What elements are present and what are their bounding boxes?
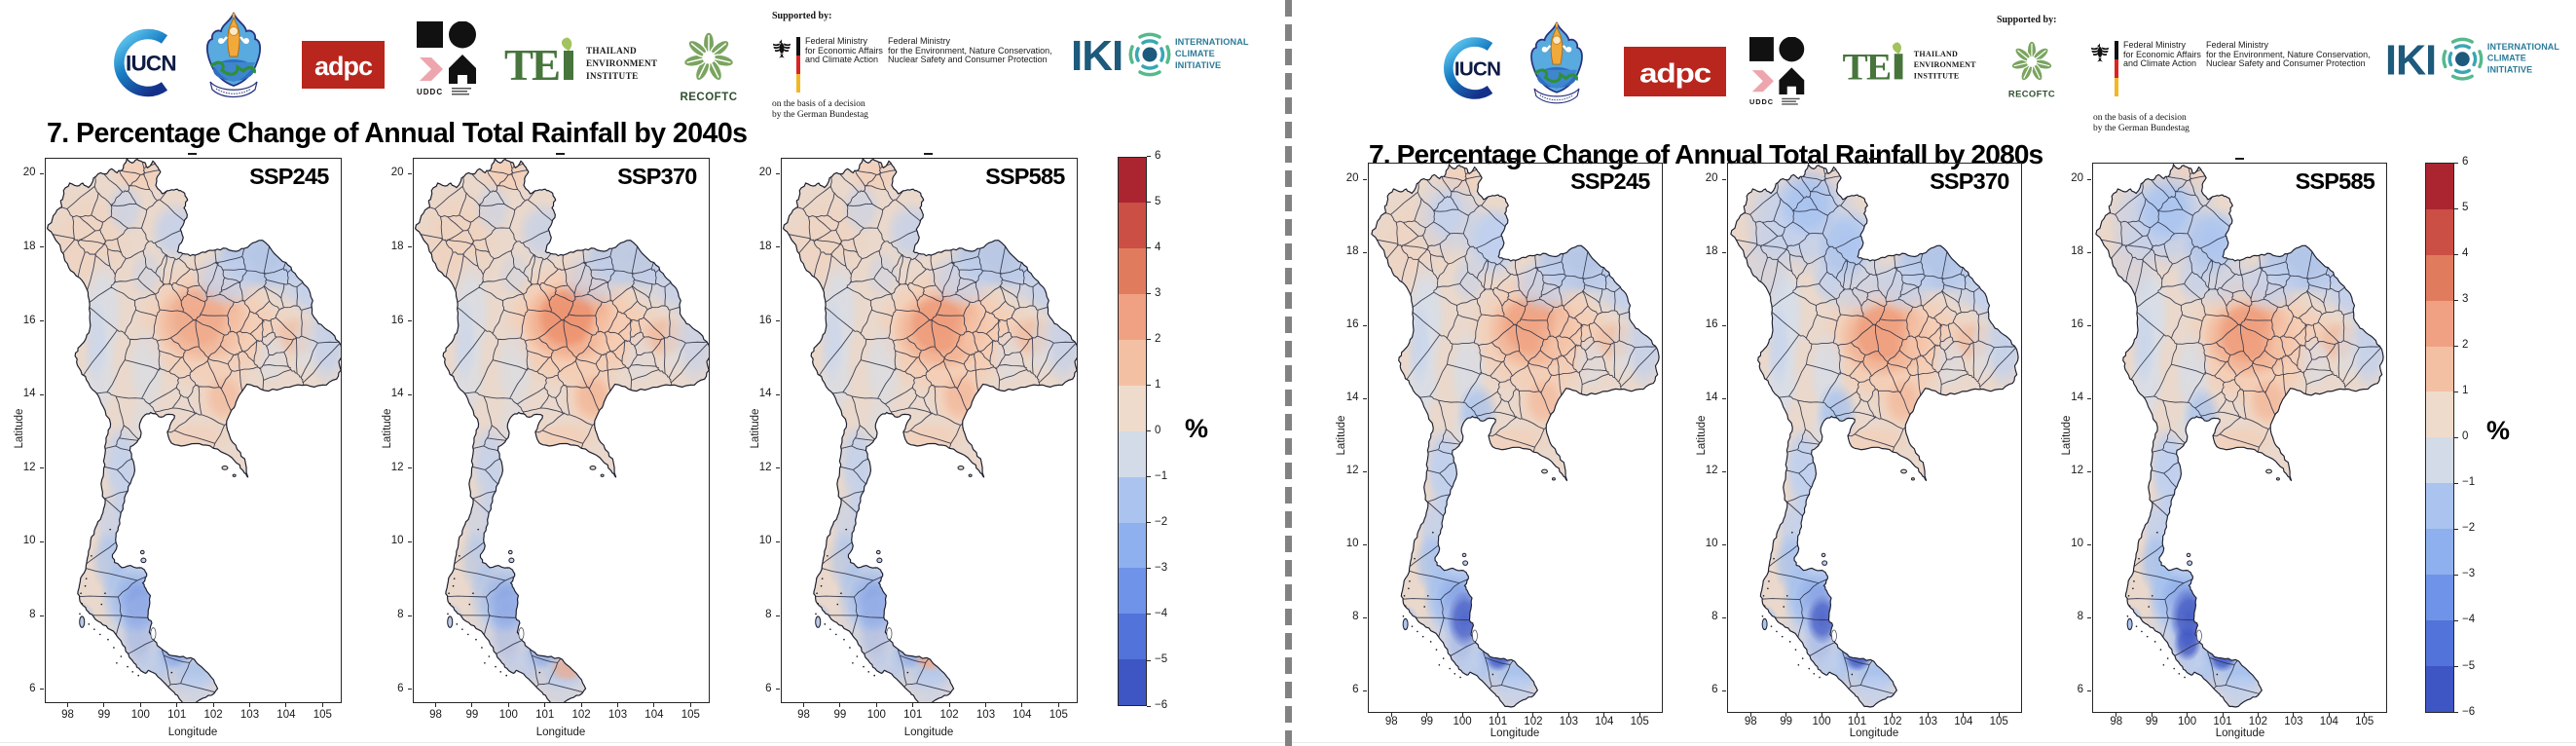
svg-text:THAILAND: THAILAND	[586, 46, 637, 56]
svg-text:adpc: adpc	[314, 52, 373, 81]
svg-text:UDDC: UDDC	[1749, 97, 1774, 106]
svg-text:INSTITUTE: INSTITUTE	[586, 71, 639, 81]
svg-text:adpc: adpc	[1639, 57, 1711, 89]
svg-text:IUCN: IUCN	[126, 52, 176, 76]
svg-text:UDDC: UDDC	[417, 88, 443, 96]
svg-text:IUCN: IUCN	[1454, 57, 1500, 80]
svg-text:ENVIRONMENT: ENVIRONMENT	[586, 58, 657, 68]
svg-text:THAILAND: THAILAND	[1914, 50, 1958, 58]
svg-text:ENVIRONMENT: ENVIRONMENT	[1914, 60, 1976, 69]
svg-text:RECOFTC: RECOFTC	[2008, 89, 2055, 98]
svg-text:INSTITUTE: INSTITUTE	[1914, 72, 1960, 81]
svg-text:RECOFTC: RECOFTC	[680, 92, 737, 103]
svg-text:TE: TE	[504, 41, 559, 83]
svg-text:TE: TE	[1843, 46, 1891, 82]
